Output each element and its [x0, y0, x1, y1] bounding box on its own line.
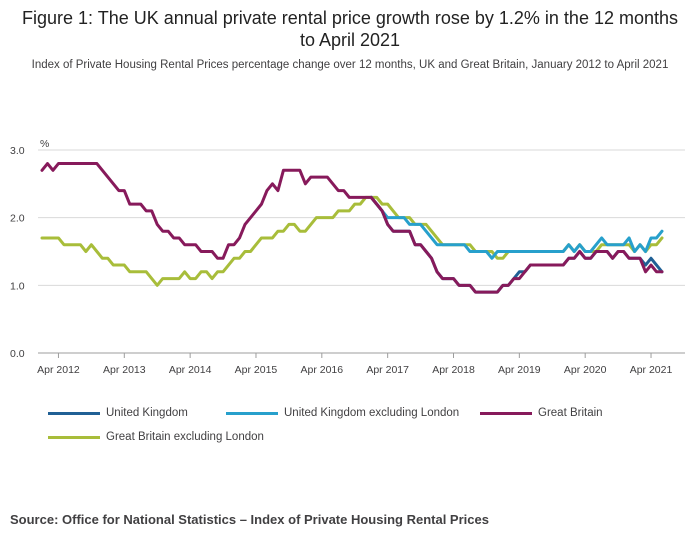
legend-item: Great Britain excluding London — [48, 431, 264, 443]
x-tick-label: Apr 2021 — [630, 364, 673, 376]
series-line-united-kingdom-excluding-london — [369, 195, 664, 260]
legend-swatch — [48, 411, 100, 415]
series-line-great-britain — [40, 162, 664, 294]
gridlines — [38, 149, 685, 354]
x-tick-label: Apr 2018 — [432, 364, 475, 376]
legend-label: United Kingdom excluding London — [284, 407, 460, 419]
axes: 0.0 1.0 2.0 3.0 Apr 2012 Apr 2013 Apr 2014 Apr … — [10, 145, 672, 376]
legend-label: Great Britain — [538, 407, 603, 419]
x-tick-label: Apr 2020 — [564, 364, 607, 376]
x-tick-label: Apr 2015 — [235, 364, 278, 376]
x-tick-label: Apr 2016 — [301, 364, 344, 376]
series-line-great-britain-excluding-london — [40, 195, 664, 287]
y-tick-label: 0.0 — [10, 348, 25, 360]
x-tick-label: Apr 2017 — [366, 364, 409, 376]
y-tick-label: 1.0 — [10, 280, 25, 292]
legend-item: United Kingdom — [48, 407, 188, 419]
legend-item: United Kingdom excluding London — [226, 407, 459, 419]
legend-label: Great Britain excluding London — [106, 431, 264, 443]
legend-swatch — [480, 411, 532, 415]
y-tick-label: 3.0 — [10, 145, 25, 157]
source-note: Source: Office for National Statistics –… — [10, 512, 489, 527]
x-tick-label: Apr 2012 — [37, 364, 80, 376]
x-tick-label: Apr 2014 — [169, 364, 212, 376]
series-lines — [40, 162, 664, 294]
y-tick-label: 2.0 — [10, 213, 25, 225]
chart-title: Figure 1: The UK annual private rental p… — [21, 8, 679, 50]
chart-subtitle: Index of Private Housing Rental Prices p… — [31, 59, 669, 71]
x-tick-label: Apr 2013 — [103, 364, 146, 376]
legend-item: Great Britain — [480, 407, 603, 419]
x-tick-label: Apr 2019 — [498, 364, 541, 376]
legend-label: United Kingdom — [106, 407, 188, 419]
legend-swatch — [48, 435, 100, 439]
y-axis-unit-label: % — [40, 138, 49, 150]
legend-swatch — [226, 411, 278, 415]
line-chart: 0.0 1.0 2.0 3.0 Apr 2012 Apr 2013 Apr 2014 Apr … — [10, 138, 685, 376]
